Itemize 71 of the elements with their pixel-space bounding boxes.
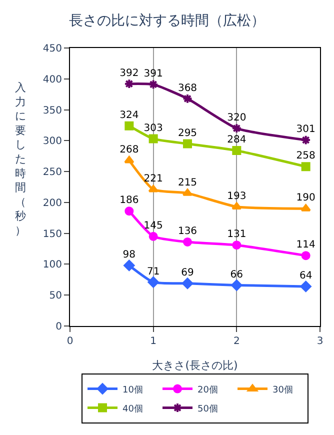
point <box>183 237 192 246</box>
data-label: 114 <box>296 240 316 251</box>
point <box>300 280 312 292</box>
data-label: 131 <box>227 229 246 240</box>
x-axis-title: 大きさ(長さの比) <box>152 359 238 372</box>
legend-label: 30個 <box>272 384 293 396</box>
point <box>183 139 192 148</box>
point <box>301 251 310 260</box>
data-label: 69 <box>181 267 194 278</box>
data-label: 324 <box>120 110 139 121</box>
data-label: 295 <box>178 128 198 139</box>
data-label: 193 <box>227 190 246 202</box>
point <box>232 240 242 250</box>
y-tick-label: 150 <box>42 228 62 240</box>
legend-label: 40個 <box>122 403 143 414</box>
y-tick-label: 50 <box>49 290 62 302</box>
data-label: 268 <box>120 144 139 156</box>
y-tick-label: 0 <box>56 322 62 332</box>
legend-label: 20個 <box>198 384 218 396</box>
y-tick-label: 400 <box>42 74 62 86</box>
data-label: 145 <box>144 220 163 232</box>
point <box>301 162 310 172</box>
point <box>124 156 134 164</box>
point <box>231 123 242 134</box>
point <box>124 260 135 272</box>
legend-label: 50個 <box>198 403 218 414</box>
text: 入力に要した時間（秒） <box>15 81 26 237</box>
y-tick-label: 200 <box>42 198 62 209</box>
data-label: 186 <box>120 195 139 206</box>
data-label: 190 <box>296 192 316 204</box>
data-label: 258 <box>296 150 316 162</box>
y-tick-label: 300 <box>42 136 62 148</box>
point <box>231 280 242 291</box>
point <box>148 276 159 288</box>
point <box>148 134 158 144</box>
data-label: 98 <box>122 250 136 261</box>
point <box>148 184 158 192</box>
point <box>300 134 312 146</box>
x-tick-label: 1 <box>150 336 157 347</box>
data-label: 301 <box>296 124 316 136</box>
data-label: 303 <box>144 122 163 134</box>
x-tick-label: 3 <box>316 336 324 347</box>
y-tick-label: 100 <box>42 260 62 271</box>
point <box>124 121 134 130</box>
point <box>232 202 242 210</box>
chart-title: 長さの比に対する時間（広松） <box>69 13 265 30</box>
y-tick-label: 350 <box>42 105 62 116</box>
data-label: 284 <box>227 134 246 146</box>
data-label: 320 <box>227 112 246 124</box>
y-tick-label: 250 <box>42 167 62 178</box>
point <box>182 278 194 289</box>
data-label: 368 <box>178 82 198 94</box>
x-tick-label: 0 <box>66 336 74 347</box>
data-label: 392 <box>120 68 139 79</box>
legend-label: 10個 <box>122 384 143 396</box>
data-label: 215 <box>178 177 198 188</box>
point <box>182 93 193 104</box>
data-label: 136 <box>178 226 198 238</box>
point <box>148 79 159 90</box>
point <box>124 206 134 216</box>
point <box>124 78 134 90</box>
x-tick-label: 2 <box>233 336 240 347</box>
point <box>232 146 242 156</box>
data-label: 391 <box>144 68 163 80</box>
data-label: 221 <box>144 174 163 185</box>
data-label: 71 <box>146 266 160 278</box>
point <box>148 232 158 241</box>
data-label: 64 <box>299 270 312 282</box>
point <box>300 204 311 212</box>
y-tick-label: 450 <box>42 44 62 54</box>
data-label: 66 <box>230 269 244 280</box>
